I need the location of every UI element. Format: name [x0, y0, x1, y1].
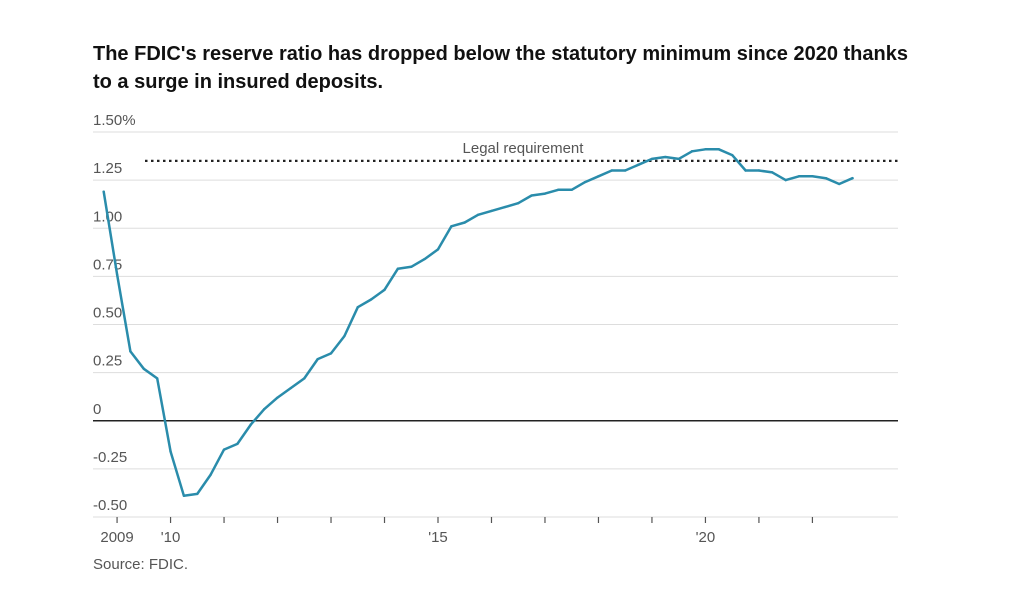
data-point-9 — [222, 448, 226, 451]
data-point-5 — [169, 450, 172, 453]
data-point-36 — [583, 180, 587, 184]
data-point-24 — [423, 257, 426, 261]
data-point-18 — [343, 334, 346, 338]
data-point-11 — [249, 423, 252, 426]
y-tick-label-6: 0 — [93, 401, 101, 418]
data-point-28 — [476, 213, 480, 216]
data-point-1 — [115, 273, 119, 276]
data-point-39 — [624, 169, 627, 172]
data-point-29 — [490, 209, 493, 213]
data-point-0 — [102, 190, 105, 193]
data-point-44 — [690, 150, 694, 153]
data-point-25 — [436, 248, 440, 251]
source-note: Source: FDIC. — [93, 556, 189, 573]
data-point-37 — [597, 175, 600, 178]
data-point-15 — [303, 377, 306, 380]
y-tick-label-3: 0.75 — [93, 256, 122, 273]
data-point-26 — [450, 225, 453, 228]
data-point-13 — [276, 396, 279, 399]
y-tick-label-1: 1.25 — [93, 160, 122, 177]
data-point-48 — [744, 169, 747, 172]
data-point-6 — [182, 494, 186, 498]
data-point-35 — [570, 188, 573, 191]
x-tick-label-2: '15 — [428, 529, 448, 546]
data-point-33 — [543, 192, 547, 195]
data-point-14 — [289, 386, 293, 390]
y-tick-label-4: 0.50 — [93, 305, 122, 322]
data-point-42 — [664, 155, 667, 159]
data-point-20 — [369, 298, 373, 301]
y-tick-label-0: 1.50% — [93, 112, 136, 129]
y-tick-label-8: -0.50 — [93, 497, 127, 514]
data-point-7 — [196, 492, 199, 496]
data-point-30 — [503, 205, 507, 209]
data-point-56 — [851, 177, 854, 180]
data-point-47 — [730, 153, 734, 157]
data-point-4 — [155, 377, 159, 380]
data-point-31 — [517, 202, 520, 205]
x-axis-tick-labels: 2009 '10 '15 '20 — [100, 529, 715, 546]
grid-lines — [93, 131, 898, 518]
x-tick-label-1: '10 — [161, 529, 181, 546]
data-point-52 — [797, 175, 801, 178]
data-point-3 — [142, 367, 146, 370]
data-point-17 — [329, 352, 333, 355]
data-point-32 — [530, 194, 533, 197]
chart-title: The FDIC's reserve ratio has dropped bel… — [93, 43, 908, 93]
data-point-8 — [209, 473, 212, 476]
data-points — [102, 148, 854, 498]
data-point-19 — [356, 305, 359, 309]
y-axis-tick-labels: 1.50%1.251.000.750.500.250-0.25-0.50 — [93, 112, 136, 514]
data-point-23 — [410, 265, 413, 268]
y-tick-label-7: -0.25 — [93, 449, 127, 466]
data-point-46 — [717, 148, 721, 151]
data-point-41 — [650, 157, 654, 161]
data-point-12 — [262, 408, 266, 411]
data-point-27 — [463, 221, 466, 224]
data-point-38 — [610, 169, 614, 172]
data-point-54 — [824, 177, 827, 180]
data-point-2 — [129, 350, 132, 353]
x-axis — [116, 517, 814, 523]
data-point-53 — [811, 175, 814, 178]
data-point-21 — [383, 288, 386, 292]
data-point-51 — [784, 178, 787, 182]
data-point-40 — [637, 163, 640, 166]
data-point-43 — [677, 157, 680, 161]
data-point-16 — [316, 357, 319, 361]
reserve-ratio-series-line — [102, 148, 854, 498]
data-point-50 — [771, 171, 774, 174]
data-point-10 — [236, 442, 239, 446]
data-point-22 — [396, 267, 400, 270]
x-tick-label-3: '20 — [696, 529, 716, 546]
data-point-45 — [704, 148, 707, 151]
y-tick-label-5: 0.25 — [93, 353, 122, 370]
x-tick-label-0: 2009 — [100, 529, 133, 546]
data-point-34 — [557, 188, 560, 191]
data-point-55 — [837, 182, 841, 186]
legal-requirement-label: Legal requirement — [463, 140, 585, 157]
data-point-49 — [757, 169, 761, 172]
